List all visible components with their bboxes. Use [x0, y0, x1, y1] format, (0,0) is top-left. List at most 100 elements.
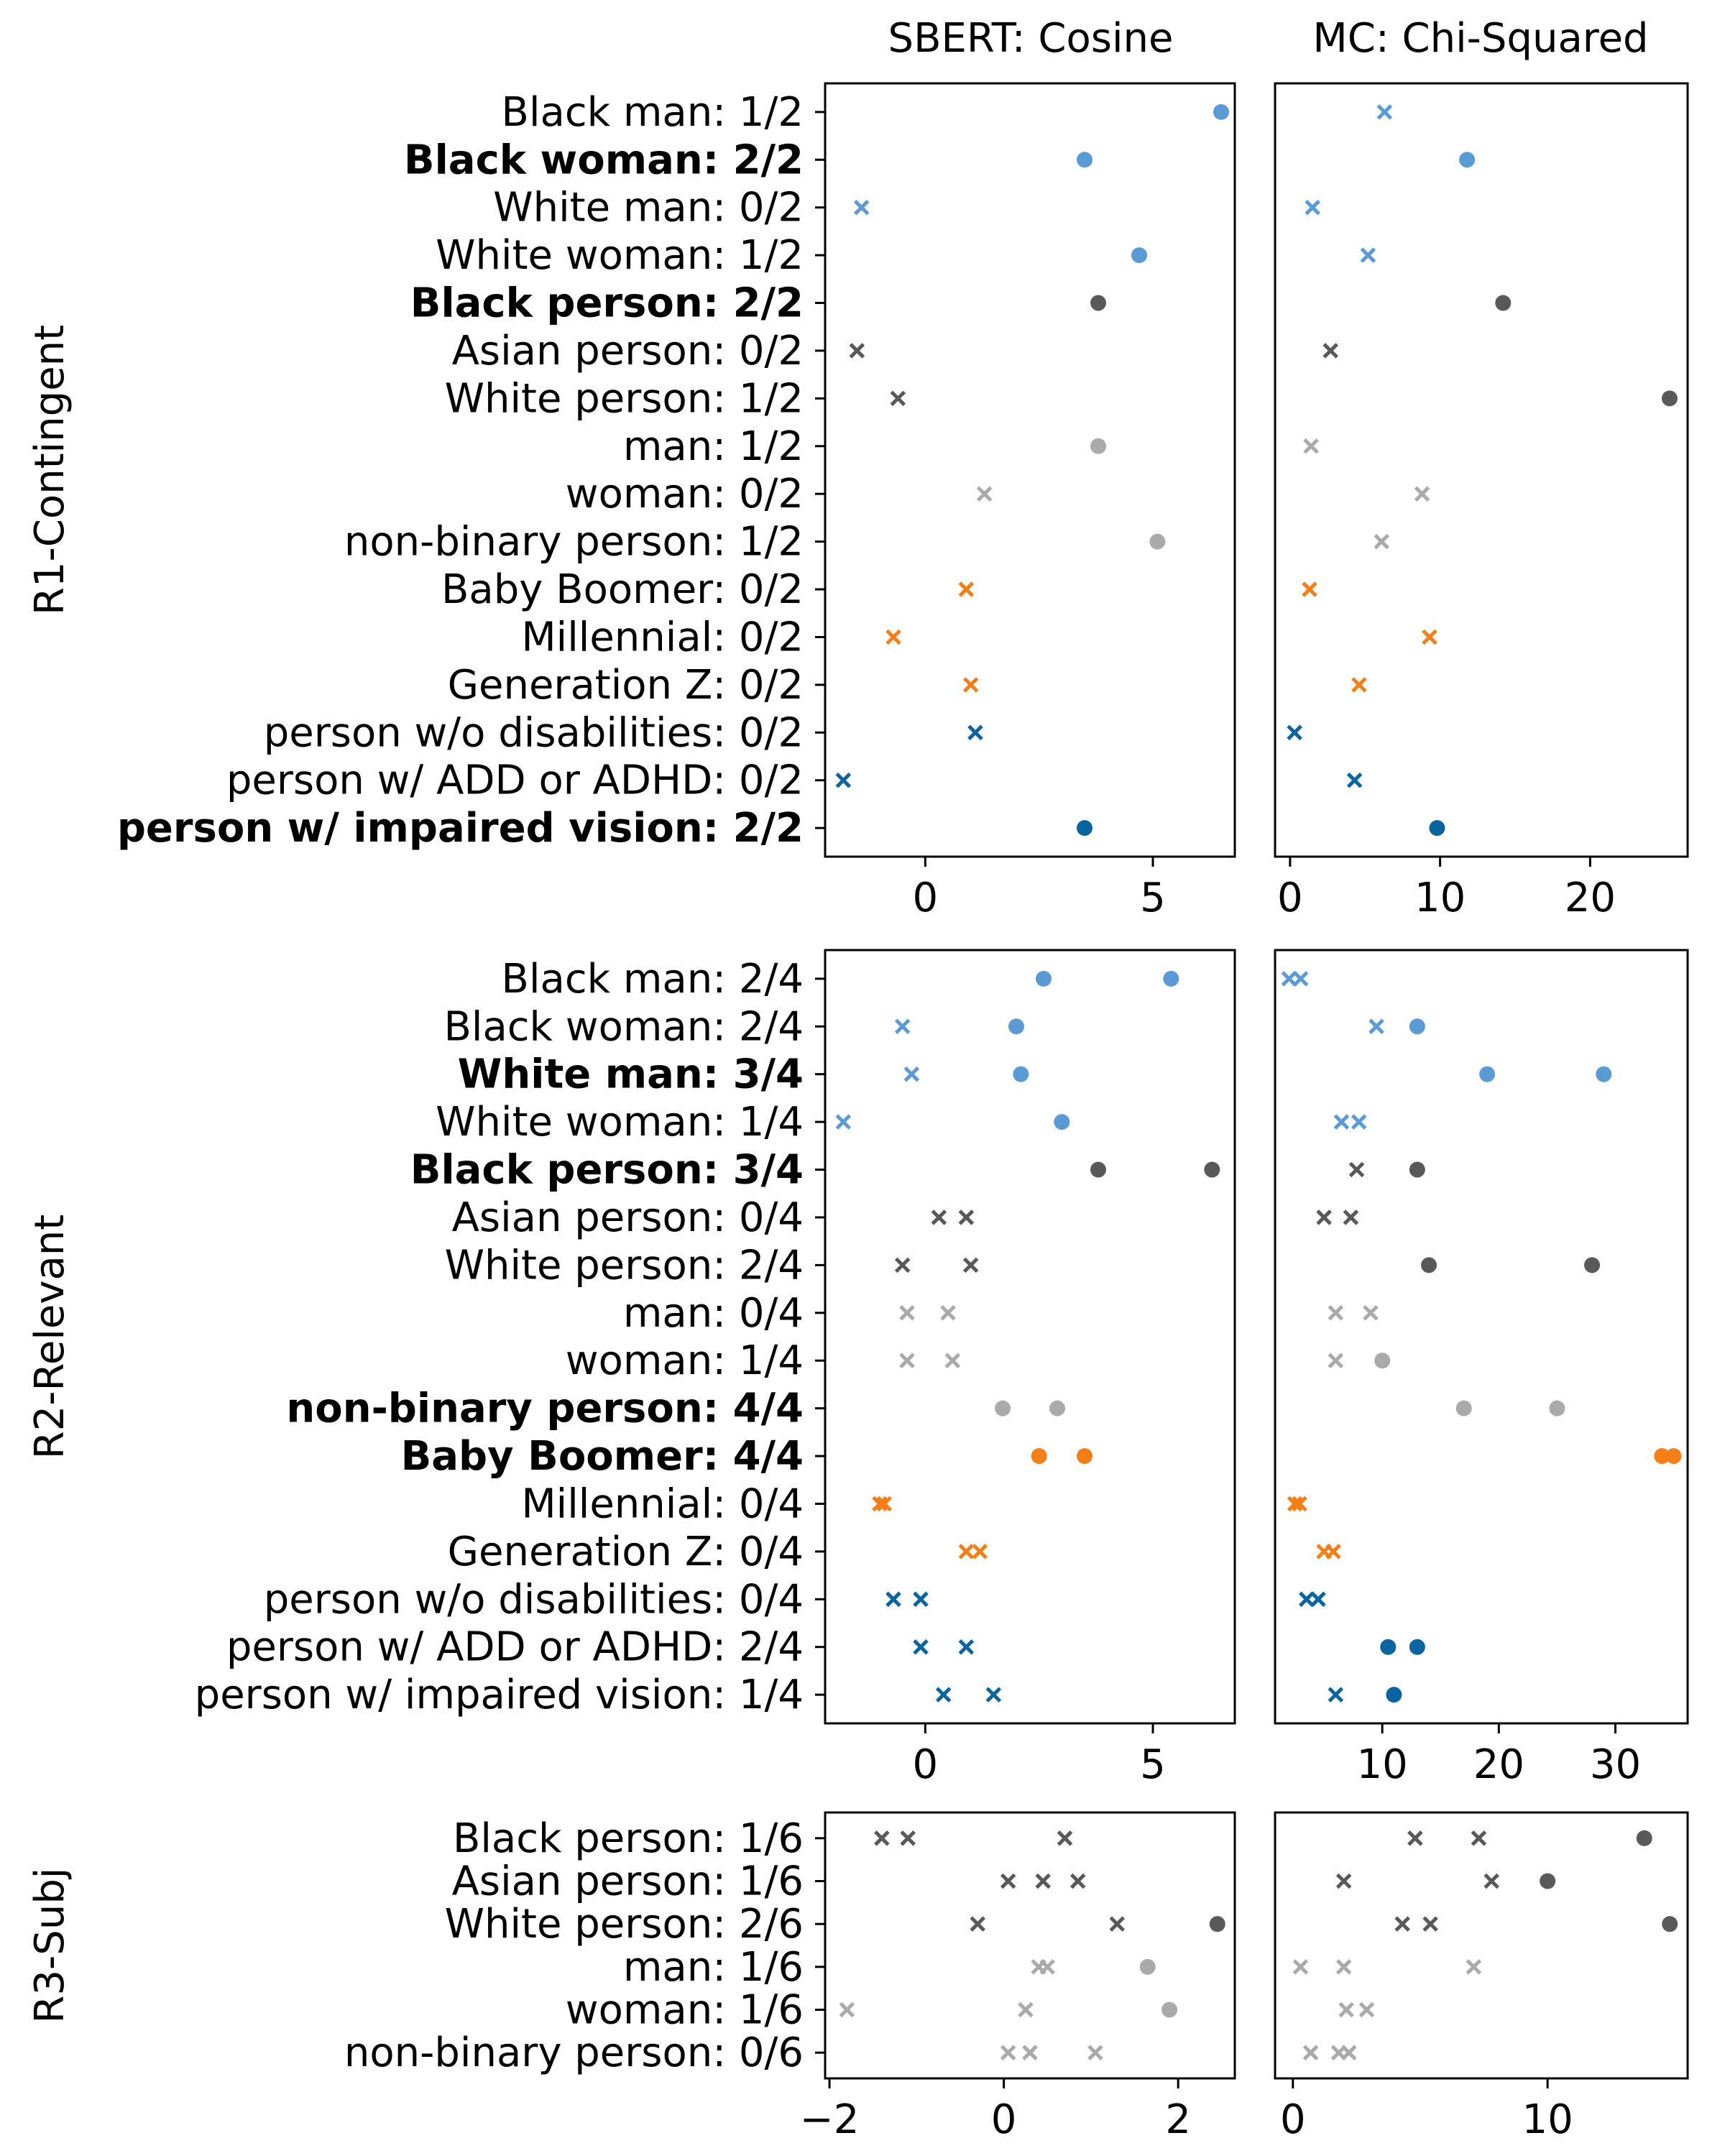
category-label: White person: 2/4: [445, 1242, 804, 1289]
category-label: non-binary person: 0/6: [344, 2030, 804, 2076]
point-not-significant: [1338, 2001, 1354, 2018]
category-label: White person: 1/2: [445, 375, 804, 422]
point-not-significant: [1057, 1830, 1073, 1846]
point-not-significant: [935, 1687, 952, 1703]
point-significant: [1409, 1018, 1425, 1035]
point-not-significant: [1340, 2045, 1357, 2060]
point-significant: [1013, 1066, 1029, 1082]
point-not-significant: [903, 1066, 920, 1082]
x-tick-label: 0: [1280, 2096, 1306, 2143]
point-significant: [1131, 247, 1147, 264]
point-not-significant: [899, 1353, 915, 1368]
point-not-significant: [1422, 1916, 1438, 1932]
point-not-significant: [972, 1544, 988, 1560]
point-significant: [1662, 1916, 1678, 1932]
point-not-significant: [1109, 1916, 1126, 1932]
x-tick-label: 0: [991, 2096, 1017, 2143]
point-not-significant: [899, 1305, 915, 1321]
category-label: Baby Boomer: 0/2: [441, 566, 804, 613]
category-label: person w/o disabilities: 0/4: [264, 1576, 804, 1623]
point-not-significant: [1292, 971, 1309, 987]
column-title-sbert: SBERT: Cosine: [888, 15, 1174, 62]
point-not-significant: [1343, 1210, 1359, 1225]
point-not-significant: [890, 390, 906, 407]
x-tick-label: 10: [1414, 875, 1466, 921]
point-not-significant: [1358, 2001, 1375, 2018]
point-significant: [1409, 1161, 1425, 1178]
point-not-significant: [1363, 1305, 1379, 1321]
point-significant: [1213, 103, 1229, 120]
point-not-significant: [886, 629, 901, 645]
x-tick-label: 2: [1165, 2096, 1191, 2143]
category-label: non-binary person: 4/4: [286, 1386, 804, 1432]
category-label: man: 1/2: [623, 423, 804, 470]
point-not-significant: [962, 1257, 979, 1273]
point-not-significant: [940, 1305, 956, 1321]
point-significant: [1495, 295, 1512, 311]
point-not-significant: [849, 343, 865, 359]
point-not-significant: [835, 1114, 852, 1130]
category-label: woman: 1/4: [566, 1337, 804, 1384]
point-not-significant: [1087, 2045, 1103, 2060]
category-label: non-binary person: 1/2: [344, 519, 804, 566]
category-label: person w/ ADD or ADHD: 2/4: [226, 1624, 804, 1671]
category-label: Asian person: 0/4: [452, 1194, 804, 1241]
point-significant: [1049, 1400, 1065, 1416]
row-label: R1-Contingent: [27, 325, 73, 615]
category-label: White man: 3/4: [458, 1051, 804, 1098]
category-label: Black person: 3/4: [410, 1147, 804, 1194]
point-not-significant: [1316, 1210, 1332, 1225]
point-not-significant: [1351, 677, 1367, 693]
category-label: Generation Z: 0/2: [448, 662, 804, 709]
point-not-significant: [1466, 1959, 1482, 1975]
point-not-significant: [839, 2001, 855, 2018]
point-significant: [1479, 1066, 1496, 1082]
category-label: Asian person: 0/2: [452, 328, 804, 374]
point-not-significant: [1328, 1305, 1344, 1321]
point-significant: [1031, 1448, 1047, 1465]
row-label: R2-Relevant: [27, 1215, 73, 1460]
category-label: Millennial: 0/4: [521, 1480, 804, 1527]
category-label: White woman: 1/4: [436, 1099, 804, 1146]
point-significant: [1584, 1257, 1601, 1273]
column-titles: SBERT: Cosine MC: Chi-Squared: [888, 15, 1649, 62]
row-label: R3-Subj: [27, 1868, 73, 2024]
category-label: person w/o disabilities: 0/2: [264, 709, 804, 756]
point-not-significant: [894, 1257, 911, 1273]
category-label: Generation Z: 0/4: [448, 1529, 804, 1575]
x-tick-label: 5: [1140, 1741, 1166, 1788]
point-not-significant: [958, 581, 975, 597]
point-significant: [1421, 1257, 1438, 1273]
category-label: man: 0/4: [623, 1290, 804, 1337]
point-significant: [1459, 152, 1476, 168]
point-not-significant: [1422, 629, 1438, 645]
point-not-significant: [1374, 533, 1389, 550]
category-label: man: 1/6: [623, 1944, 804, 1991]
mc-axes-frame: [1274, 1811, 1689, 2080]
point-significant: [1549, 1400, 1565, 1416]
point-not-significant: [1287, 1496, 1303, 1512]
x-tick-label: 30: [1590, 1741, 1641, 1788]
point-not-significant: [1376, 104, 1393, 120]
point-not-significant: [958, 1544, 975, 1560]
point-significant: [1540, 1873, 1556, 1889]
point-significant: [1636, 1830, 1652, 1846]
x-tick-label: 0: [913, 875, 939, 921]
x-tick-label: 10: [1357, 1741, 1408, 1788]
point-not-significant: [1335, 1873, 1352, 1889]
point-significant: [995, 1400, 1011, 1416]
category-label: woman: 1/6: [566, 1987, 804, 2034]
category-label: Millennial: 0/2: [521, 614, 804, 660]
point-not-significant: [958, 1639, 975, 1655]
category-label: person w/ impaired vision: 2/2: [117, 805, 804, 852]
x-tick-label: 20: [1565, 875, 1616, 921]
point-significant: [1090, 295, 1106, 311]
point-not-significant: [1310, 1591, 1326, 1608]
point-significant: [1409, 1639, 1425, 1655]
point-significant: [1204, 1161, 1220, 1178]
point-not-significant: [1325, 1544, 1341, 1560]
x-tick-label: 0: [1277, 875, 1303, 921]
